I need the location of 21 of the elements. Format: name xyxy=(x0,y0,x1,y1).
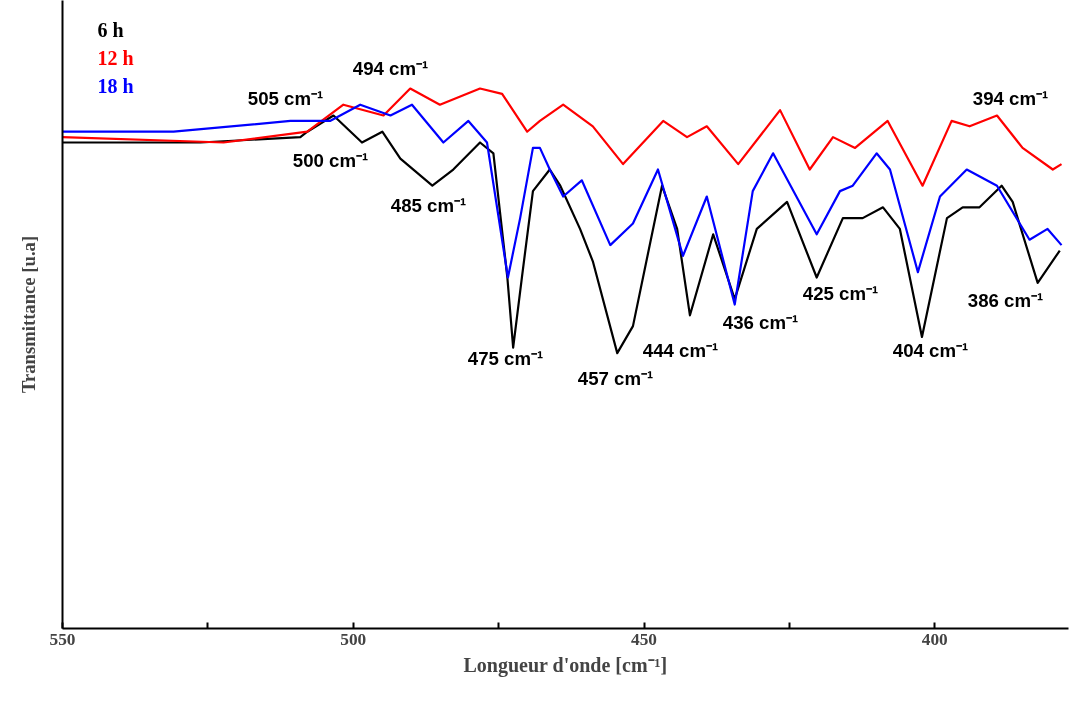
annotation: 394 cm⁻¹ xyxy=(972,88,1049,109)
x-axis-title: Longueur d'onde [cm⁻¹] xyxy=(463,653,668,677)
annotation: 485 cm⁻¹ xyxy=(390,195,467,216)
y-axis-title: Transmittance [u.a] xyxy=(17,235,39,394)
annotation: 404 cm⁻¹ xyxy=(892,340,969,361)
annotation: 386 cm⁻¹ xyxy=(967,290,1044,311)
annotation: 500 cm⁻¹ xyxy=(292,150,369,171)
annotation: 425 cm⁻¹ xyxy=(802,283,879,304)
text: 6 h xyxy=(97,18,124,41)
annotation: 457 cm⁻¹ xyxy=(577,368,654,389)
x-tick-label: 450 xyxy=(631,629,658,649)
x-tick-label: 550 xyxy=(49,629,76,649)
annotation: 444 cm⁻¹ xyxy=(642,340,719,361)
annotation: 505 cm⁻¹ xyxy=(247,88,324,109)
annotation: 475 cm⁻¹ xyxy=(467,348,544,369)
text: 12 h xyxy=(97,46,134,69)
text: 494 cm⁻¹ xyxy=(352,58,429,79)
series-label: 18 h xyxy=(97,74,134,97)
x-tick-label: 500 xyxy=(340,629,367,649)
x-tick-label: 400 xyxy=(921,629,948,649)
annotation: 436 cm⁻¹ xyxy=(722,312,799,333)
